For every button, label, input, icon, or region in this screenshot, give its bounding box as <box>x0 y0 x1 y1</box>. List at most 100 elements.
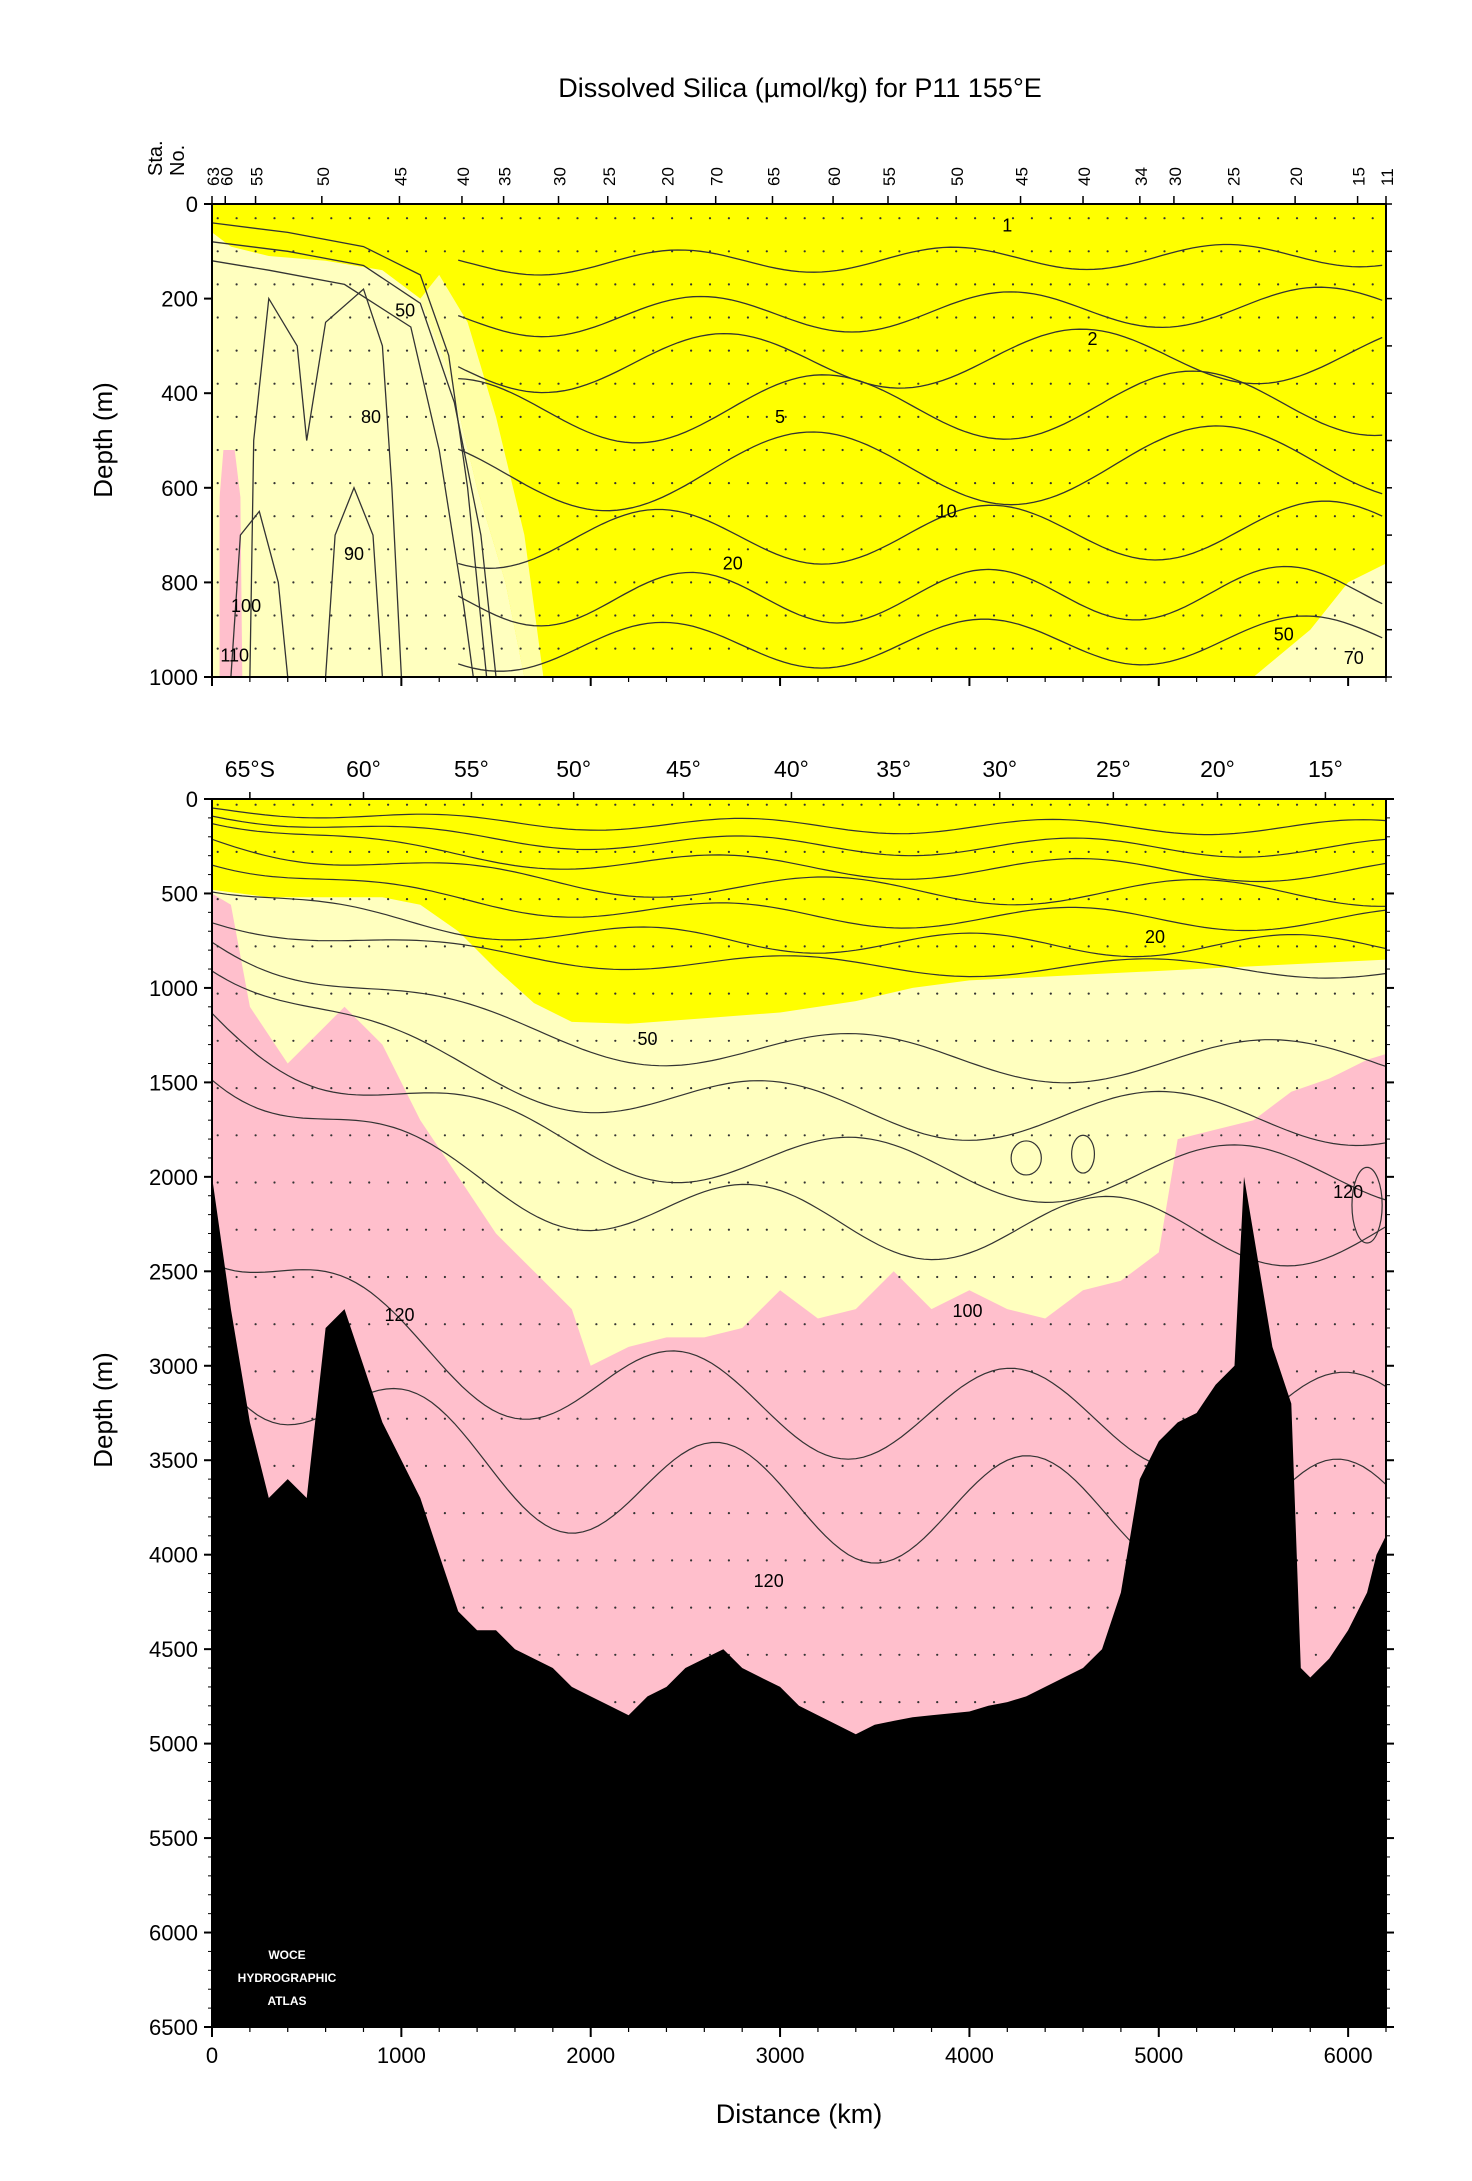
sample-dot <box>235 217 238 220</box>
sample-dot <box>1258 1087 1261 1090</box>
sample-dot <box>1144 647 1147 650</box>
sample-dot <box>443 1464 446 1467</box>
sample-dot <box>1030 1559 1033 1562</box>
sample-dot <box>576 415 579 418</box>
sample-dot <box>652 1370 655 1373</box>
sample-dot <box>1125 581 1128 584</box>
lower-y-tick-label: 3500 <box>149 1448 198 1473</box>
sample-dot <box>671 1181 674 1184</box>
sample-dot <box>481 415 484 418</box>
sample-dot <box>538 945 541 948</box>
sample-dot <box>974 647 977 650</box>
station-label: 55 <box>880 167 899 186</box>
sample-dot <box>235 515 238 518</box>
sample-dot <box>443 614 446 617</box>
sample-dot <box>1182 1228 1185 1231</box>
sample-dot <box>1106 415 1109 418</box>
sample-dot <box>1258 803 1261 806</box>
sample-dot <box>841 992 844 995</box>
sample-dot <box>424 283 428 286</box>
sample-dot <box>273 515 276 518</box>
sample-dot <box>917 1512 920 1515</box>
sample-dot <box>462 581 465 584</box>
sample-dot <box>1333 448 1336 452</box>
sample-dot <box>1144 581 1147 584</box>
sample-dot <box>1314 1134 1317 1137</box>
sample-dot <box>595 581 598 584</box>
sample-dot <box>652 548 655 551</box>
sample-dot <box>898 1134 901 1137</box>
sample-dot <box>443 482 446 485</box>
sample-dot <box>1049 448 1052 452</box>
sample-dot <box>652 614 655 617</box>
sample-dot <box>424 515 428 518</box>
sample-dot <box>235 316 238 319</box>
sample-dot <box>784 448 787 452</box>
sample-dot <box>519 349 522 352</box>
sample-dot <box>462 1181 465 1184</box>
sample-dot <box>765 250 768 253</box>
sample-dot <box>1371 316 1374 319</box>
sample-dot <box>254 1039 257 1042</box>
sample-dot <box>784 1087 787 1090</box>
sample-dot <box>1371 283 1374 286</box>
sample-dot <box>746 1512 750 1515</box>
sample-dot <box>841 1087 844 1090</box>
sample-dot <box>1030 1181 1033 1184</box>
sample-dot <box>727 382 731 385</box>
sample-dot <box>1049 803 1052 806</box>
sample-dot <box>1314 614 1317 617</box>
sample-dot <box>1068 448 1071 452</box>
sample-dot <box>1182 898 1185 901</box>
sample-dot <box>1087 992 1090 995</box>
sample-dot <box>405 1087 409 1090</box>
sample-dot <box>879 647 882 650</box>
sample-dot <box>1106 548 1109 551</box>
sample-dot <box>576 992 579 995</box>
sample-dot <box>955 1512 958 1515</box>
sample-dot <box>803 945 806 948</box>
sample-dot <box>254 614 257 617</box>
sample-dot <box>917 803 920 806</box>
sample-dot <box>860 1275 863 1279</box>
sample-dot <box>519 548 522 551</box>
sample-dot <box>1068 945 1071 948</box>
upper-y-tick-label: 1000 <box>149 665 198 690</box>
sample-dot <box>1314 1512 1317 1515</box>
sample-dot <box>519 1464 522 1467</box>
sample-dot <box>1068 316 1071 319</box>
lower-panel: 0500100015002000250030003500400045005000… <box>88 756 1394 2129</box>
sample-dot <box>292 1417 295 1420</box>
sample-dot <box>405 898 409 901</box>
sample-dot <box>557 1464 560 1467</box>
sample-dot <box>595 1181 598 1184</box>
sample-dot <box>292 850 295 854</box>
sample-dot <box>1068 349 1071 352</box>
sample-dot <box>1049 1181 1052 1184</box>
sample-dot <box>519 250 522 253</box>
sample-dot <box>235 647 238 650</box>
sample-dot <box>765 1606 768 1609</box>
sample-dot <box>917 349 920 352</box>
sample-dot <box>557 548 560 551</box>
sample-dot <box>557 382 560 385</box>
sample-dot <box>368 945 371 948</box>
sample-dot <box>841 1512 844 1515</box>
sample-dot <box>1011 1323 1015 1326</box>
sample-dot <box>424 217 428 220</box>
sample-dot <box>822 581 825 584</box>
sample-dot <box>1106 382 1109 385</box>
sample-dot <box>614 1653 617 1656</box>
sample-dot <box>349 647 352 650</box>
sample-dot <box>424 415 428 418</box>
sample-dot <box>368 898 371 901</box>
sample-dot <box>1087 1370 1090 1373</box>
sample-dot <box>443 1039 446 1042</box>
sample-dot <box>1371 548 1374 551</box>
sample-dot <box>595 1228 598 1231</box>
sample-dot <box>860 415 863 418</box>
sample-dot <box>1220 349 1223 352</box>
sample-dot <box>1371 850 1374 854</box>
sample-dot <box>974 1134 977 1137</box>
